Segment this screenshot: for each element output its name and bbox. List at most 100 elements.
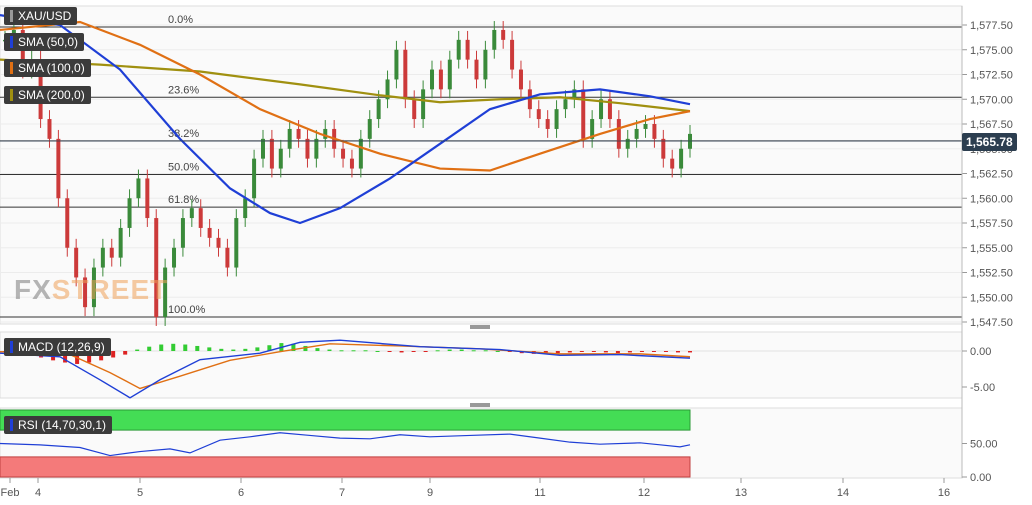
sma50-label[interactable]: SMA (50,0) [4,33,85,51]
macd-histogram-bar [267,345,272,351]
rsi-axis-label: 50.00 [970,439,998,451]
candle-body [189,208,194,219]
rsi-axis-label: 0.00 [970,472,991,484]
candle-body [216,237,221,248]
macd-histogram-bar [195,345,200,351]
macd-histogram-bar [327,349,332,351]
x-tick-label: 16 [938,487,950,499]
candle-body [163,267,168,318]
candle-body [421,89,426,120]
candle-body [341,148,346,159]
fib-level-label: 23.6% [168,84,199,96]
price-tick-label: 1,557.50 [970,218,1013,230]
sma50-line [0,14,691,225]
candle-body [510,39,515,70]
swatch [10,89,13,101]
price-tick-label: 1,562.50 [970,169,1013,181]
candle-body [323,128,328,139]
candle-body [145,178,150,219]
sma100-label[interactable]: SMA (100,0) [4,59,91,77]
macd-histogram-bar [423,351,428,352]
x-tick-label: 4 [35,487,41,499]
panel-resize-handle[interactable] [470,403,490,407]
candle-body [314,138,319,159]
macd-histogram-bar [63,351,68,363]
candle-body [474,59,479,80]
macd-histogram-bar [303,345,308,351]
candle-body [172,247,177,268]
candle-body [536,109,541,120]
fxstreet-logo: FXSTREET [14,274,169,305]
candle-body [661,138,666,159]
macd-histogram-bar [255,347,260,351]
candle-body [252,158,257,199]
macd-histogram-bar [639,351,644,352]
price-tick-label: 1,577.50 [970,20,1013,32]
candle-body [518,69,523,90]
panel-resize-handle[interactable] [470,325,490,329]
candle-body [367,119,372,139]
rsi-overbought-zone [0,409,691,431]
candle-body [180,218,185,248]
swatch [10,62,13,74]
swatch [10,419,13,431]
candle-body [91,267,96,308]
macd-histogram-bar [507,351,512,352]
candle-body [154,218,159,318]
macd-histogram-bar [111,351,116,358]
price-tick-label: 1,570.00 [970,94,1013,106]
rsi-oversold-zone [0,456,691,478]
candle-body [65,198,70,248]
swatch [10,36,13,48]
macd-histogram-bar [627,351,632,353]
sma100-line [0,20,691,172]
macd-histogram-bar [567,351,572,353]
candle-body [483,49,488,80]
price-tick-label: 1,547.50 [970,317,1013,329]
sma200-label[interactable]: SMA (200,0) [4,86,91,104]
candle-body [243,198,248,219]
candle-body [679,148,684,169]
price-tick-label: 1,555.00 [970,243,1013,255]
candle-body [492,29,497,50]
candle-body [394,49,399,80]
macd-histogram-bar [207,347,212,351]
candle-body [652,124,657,139]
candle-body [358,138,363,169]
candle-body [47,119,52,139]
macd-histogram-bar [231,349,236,351]
symbol-label[interactable]: XAU/USD [4,7,78,25]
x-tick-label: 9 [427,487,433,499]
macd-histogram-bar [399,351,404,353]
candle-body [287,128,292,149]
rsi-line [0,432,691,457]
macd-histogram-bar [123,351,128,355]
candle-body [136,178,141,199]
macd-histogram-bar [219,348,224,351]
macd-histogram-bar [603,351,608,353]
candle-body [501,29,506,40]
candle-body [643,124,648,129]
x-tick-label: 6 [238,487,244,499]
macd-label[interactable]: MACD (12,26,9) [4,338,111,356]
candle-body [590,119,595,139]
macd-histogram-bar [675,351,680,353]
rsi-label[interactable]: RSI (14,70,30,1) [4,416,113,434]
macd-histogram-bar [459,349,464,351]
fib-level-label: 38.2% [168,128,199,140]
macd-histogram-bar [579,351,584,352]
x-tick-label: 13 [735,487,747,499]
macd-histogram-bar [291,343,296,351]
candle-body [572,89,577,100]
candle-body [118,227,123,258]
candle-body [447,59,452,90]
candle-body [554,109,559,129]
candle-body [625,138,630,149]
candle-body [430,69,435,90]
macd-histogram-bar [615,351,620,354]
x-tick-label: 11 [534,487,545,499]
swatch [10,10,13,22]
price-tick-label: 1,560.00 [970,193,1013,205]
macd-histogram-bar [147,346,152,351]
